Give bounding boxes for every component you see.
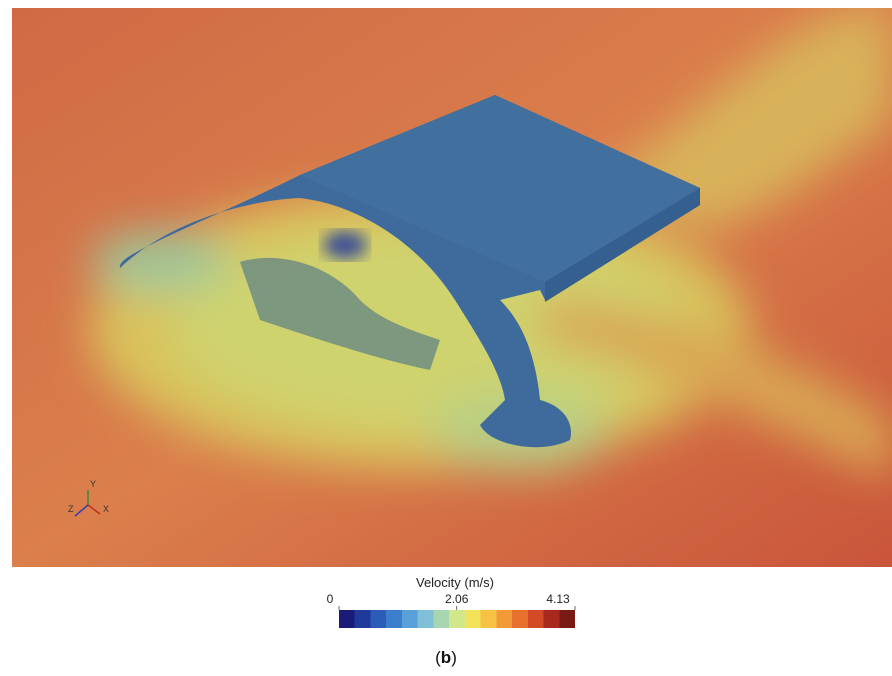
- render: Y X Z: [12, 8, 892, 567]
- colorbar-tick-label: 2.06: [445, 592, 469, 606]
- colorbar-ticks: 0 2.06 4.13: [327, 592, 575, 610]
- caption: (b): [435, 648, 457, 667]
- figure: Y X Z Velocity (m/s) 0 2.06 4.13 (b): [0, 0, 892, 671]
- colorbar-tick-label: 0: [327, 592, 334, 606]
- axis-label: X: [103, 504, 109, 514]
- colorbar-tick-label: 4.13: [546, 592, 570, 606]
- colorbar-title: Velocity (m/s): [416, 575, 494, 590]
- colorbar: [339, 610, 575, 628]
- axis-label: Y: [90, 479, 96, 489]
- axis-label: Z: [68, 504, 74, 514]
